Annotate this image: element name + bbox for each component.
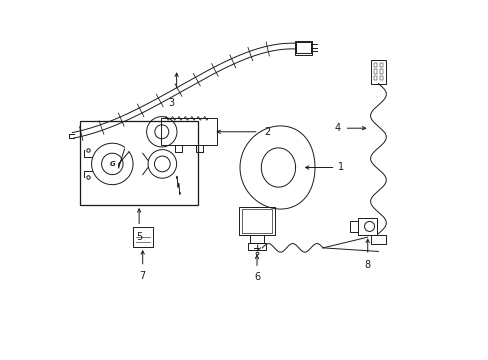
Text: 5: 5 xyxy=(136,232,142,242)
Bar xyxy=(373,76,377,80)
Bar xyxy=(370,235,385,244)
Bar xyxy=(358,217,376,235)
Text: 1: 1 xyxy=(337,162,344,172)
Bar xyxy=(373,69,377,73)
Text: 4: 4 xyxy=(334,123,340,133)
Bar xyxy=(373,63,377,67)
Bar xyxy=(80,121,198,205)
Bar xyxy=(294,41,312,55)
Bar xyxy=(161,118,216,145)
Text: 3: 3 xyxy=(168,98,174,108)
Text: 2: 2 xyxy=(264,127,270,137)
Bar xyxy=(370,60,385,84)
Bar xyxy=(379,76,382,80)
Bar xyxy=(247,243,265,250)
Bar xyxy=(239,207,274,235)
Text: 7: 7 xyxy=(139,271,145,281)
Text: G: G xyxy=(109,161,115,167)
Text: 6: 6 xyxy=(253,272,260,282)
Bar xyxy=(379,63,382,67)
Bar xyxy=(133,227,152,247)
Bar xyxy=(349,221,358,232)
Bar xyxy=(296,42,310,53)
Bar xyxy=(241,209,272,233)
Bar xyxy=(379,69,382,73)
Text: 8: 8 xyxy=(364,260,370,270)
